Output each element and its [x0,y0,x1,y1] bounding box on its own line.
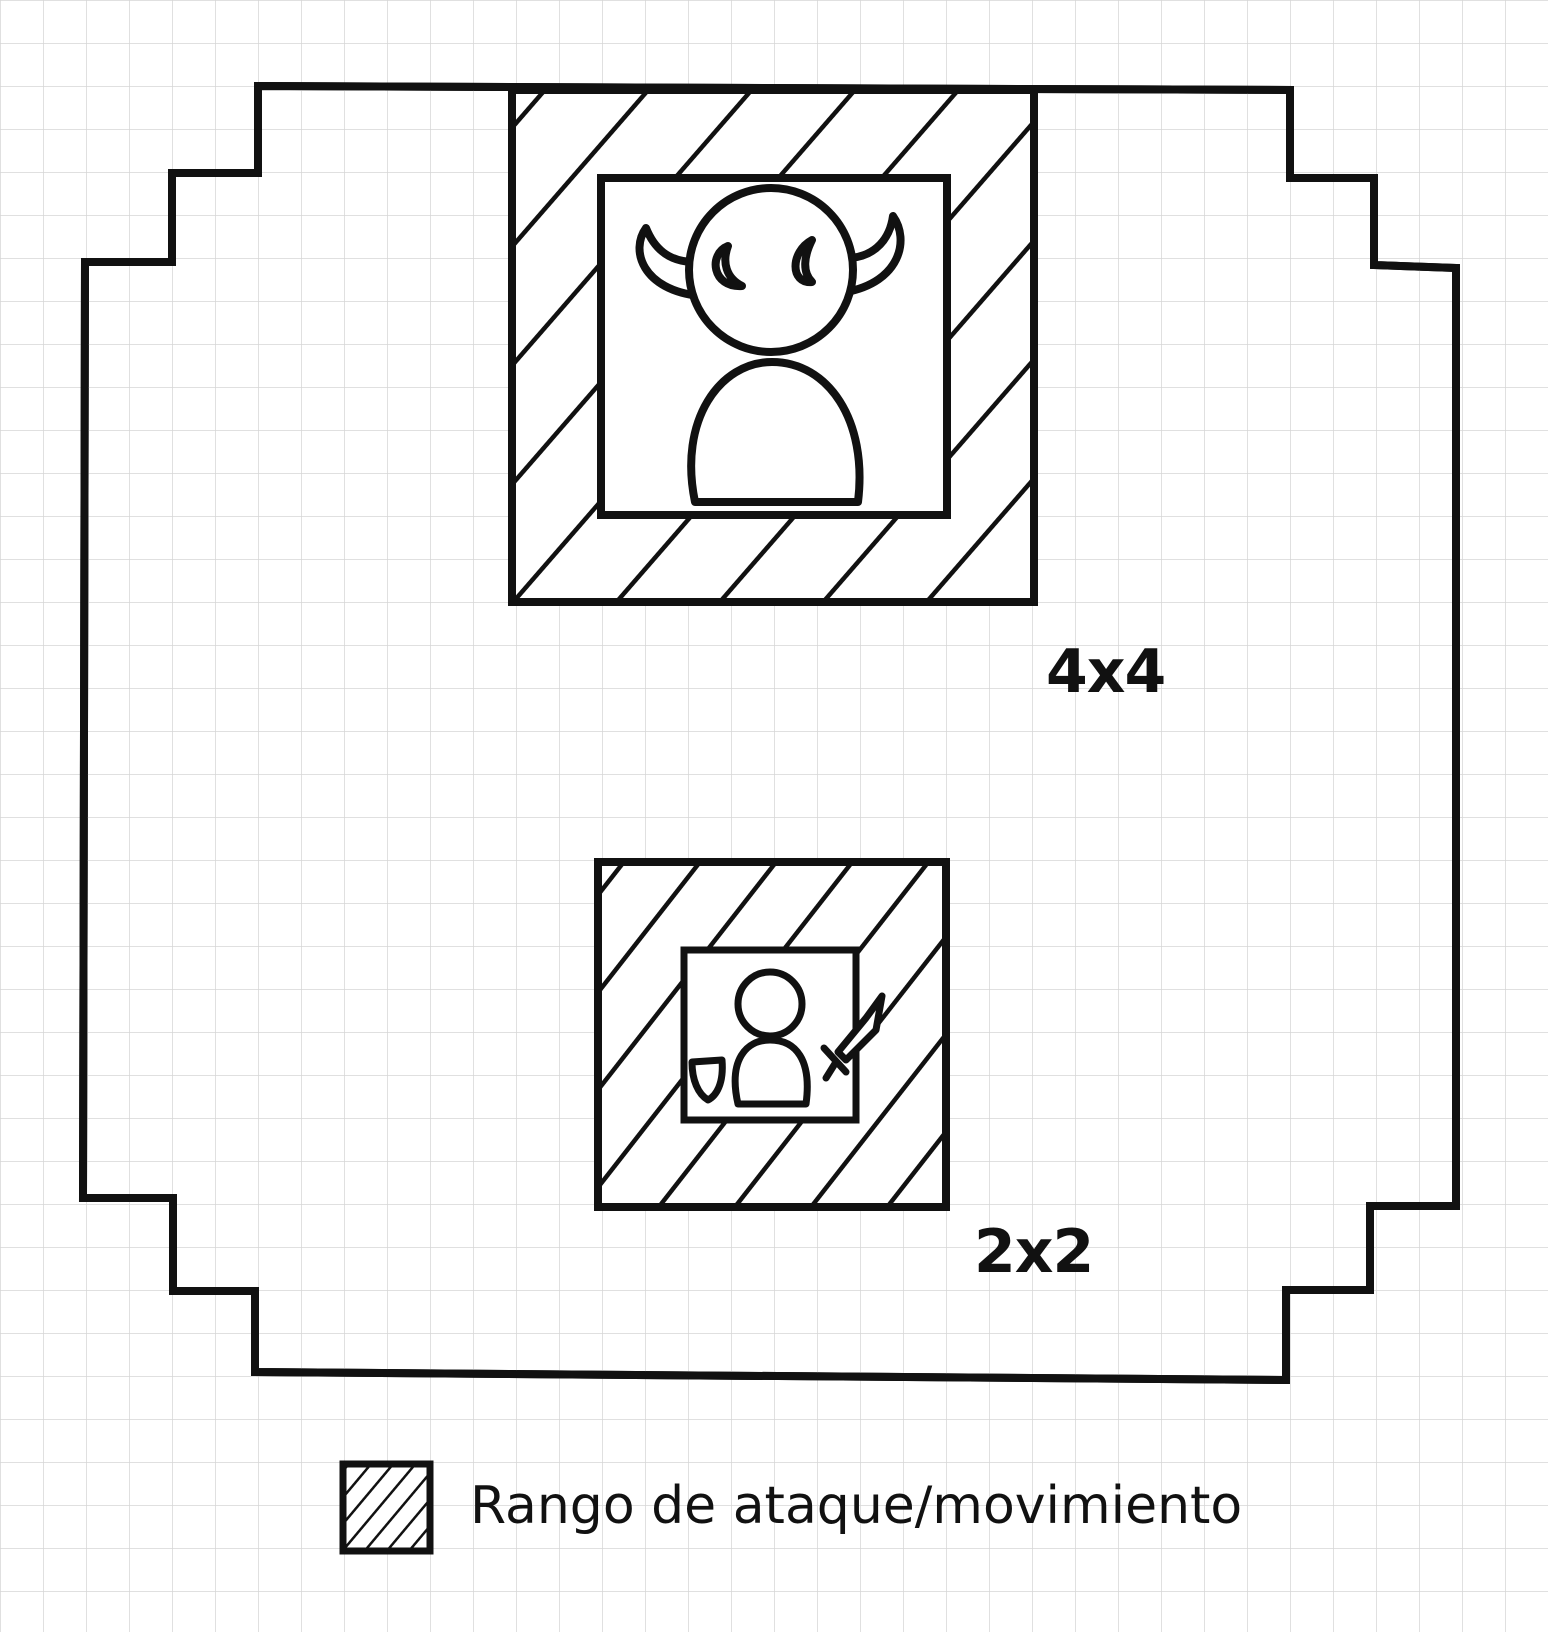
legend-label: Rango de ataque/movimiento [470,1476,1243,1536]
horned-demon-icon [635,184,905,506]
arena-outline [78,81,1460,1385]
hatched-square-icon [339,1460,434,1555]
knight-with-sword-and-shield-icon [688,968,886,1108]
hero-size-label: 2x2 [974,1217,1094,1287]
boss-size-label: 4x4 [1046,637,1166,707]
